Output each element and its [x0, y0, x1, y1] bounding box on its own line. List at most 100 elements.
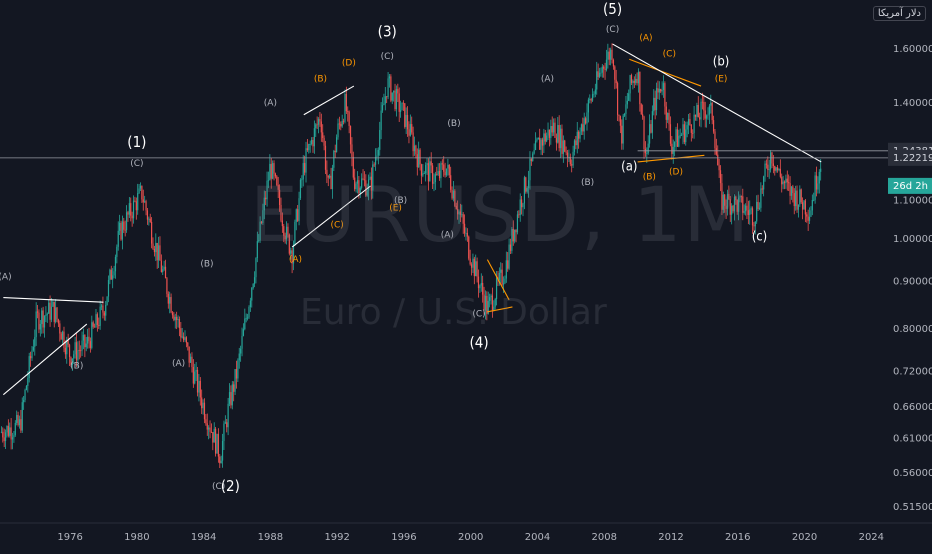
- candle-body: [317, 119, 320, 125]
- candle-body: [267, 180, 270, 182]
- candle-body: [210, 431, 213, 433]
- candle-body: [615, 79, 617, 84]
- candle-body: [811, 199, 813, 211]
- candle-body: [166, 278, 168, 294]
- candle-body: [337, 123, 339, 138]
- candle-body: [238, 353, 240, 361]
- candle-body: [642, 114, 644, 117]
- candle-body: [394, 90, 396, 110]
- candle-body: [725, 205, 727, 209]
- candle-body: [476, 261, 478, 277]
- candle-body: [596, 71, 598, 90]
- candle-body: [451, 189, 453, 199]
- candle-body: [212, 432, 214, 443]
- candle-body: [740, 195, 742, 197]
- candle-body: [183, 336, 185, 340]
- candle-body: [534, 140, 537, 151]
- wave-label: (A): [0, 273, 12, 283]
- candle-body: [99, 306, 101, 326]
- candle-body: [818, 171, 820, 184]
- candle-body: [71, 358, 73, 365]
- y-tick-label: 1.60000: [893, 44, 932, 55]
- candle-body: [685, 129, 687, 143]
- candle-body: [561, 128, 563, 154]
- candle-body: [233, 384, 235, 392]
- candle-body: [272, 163, 274, 179]
- x-tick-label: 1996: [391, 532, 416, 543]
- candle-body: [221, 440, 224, 461]
- candle-body: [258, 240, 260, 242]
- candle-body: [32, 346, 34, 351]
- candle-body: [292, 244, 295, 264]
- candle-body: [24, 389, 26, 401]
- candle-body: [721, 183, 723, 210]
- candle-body: [145, 201, 147, 211]
- candle-body: [174, 316, 176, 321]
- candle-body: [768, 169, 770, 171]
- wave-label: (C): [212, 482, 225, 492]
- candle-body: [643, 116, 645, 150]
- candle-body: [612, 60, 615, 67]
- candle-body: [718, 165, 720, 171]
- candle-body: [48, 302, 50, 314]
- candle-body: [75, 342, 78, 361]
- candle-body: [508, 244, 510, 269]
- candle-body: [697, 104, 699, 118]
- candle-body: [355, 183, 357, 190]
- candle-body: [420, 164, 423, 176]
- candle-body: [81, 340, 83, 351]
- wave-label: (C): [663, 50, 676, 60]
- wave-label: (C): [130, 159, 143, 169]
- candle-body: [586, 112, 588, 124]
- candle-body: [427, 163, 430, 182]
- candle-body: [274, 173, 277, 177]
- candle-body: [315, 124, 317, 129]
- candle-body: [729, 199, 731, 215]
- candle-body: [543, 133, 545, 146]
- candle-body: [369, 176, 371, 180]
- candle-body: [336, 137, 338, 153]
- trendline: [637, 154, 705, 163]
- candle-body: [557, 125, 559, 143]
- candle-body: [53, 301, 55, 322]
- watermark-symbol: EURUSD, 1M: [250, 170, 752, 259]
- candle-body: [482, 282, 484, 295]
- candle-body: [422, 173, 424, 176]
- candle-body: [301, 179, 303, 181]
- candle-body: [23, 400, 25, 403]
- candle-body: [160, 260, 162, 273]
- candle-body: [365, 180, 367, 196]
- candle-body: [529, 158, 531, 181]
- candle-body: [706, 115, 708, 119]
- candle-body: [692, 132, 694, 134]
- candle-body: [13, 435, 15, 438]
- candle-body: [259, 221, 261, 241]
- candle-body: [391, 92, 393, 101]
- candle-body: [469, 258, 471, 265]
- candle-body: [719, 170, 722, 184]
- candle-body: [662, 83, 665, 90]
- y-tick-label: 1.40000: [893, 98, 932, 109]
- candle-body: [519, 199, 521, 216]
- candle-body: [106, 296, 108, 305]
- candle-body: [726, 193, 729, 209]
- currency-badge[interactable]: دلار آمریکا: [872, 6, 926, 21]
- candle-body: [201, 397, 203, 409]
- candle-body: [128, 203, 130, 215]
- candle-body: [117, 230, 119, 247]
- candle-body: [180, 328, 182, 338]
- candle-body: [74, 342, 76, 355]
- candle-body: [395, 89, 398, 110]
- candle-body: [376, 155, 378, 158]
- candle-body: [248, 306, 250, 318]
- x-tick-label: 2012: [658, 532, 683, 543]
- candle-body: [60, 333, 62, 340]
- y-tick-label: 0.80000: [893, 324, 932, 335]
- candle-body: [623, 113, 626, 116]
- candle-body: [540, 139, 542, 150]
- candle-body: [711, 102, 713, 121]
- candle-body: [546, 135, 548, 142]
- candle-body: [521, 199, 523, 208]
